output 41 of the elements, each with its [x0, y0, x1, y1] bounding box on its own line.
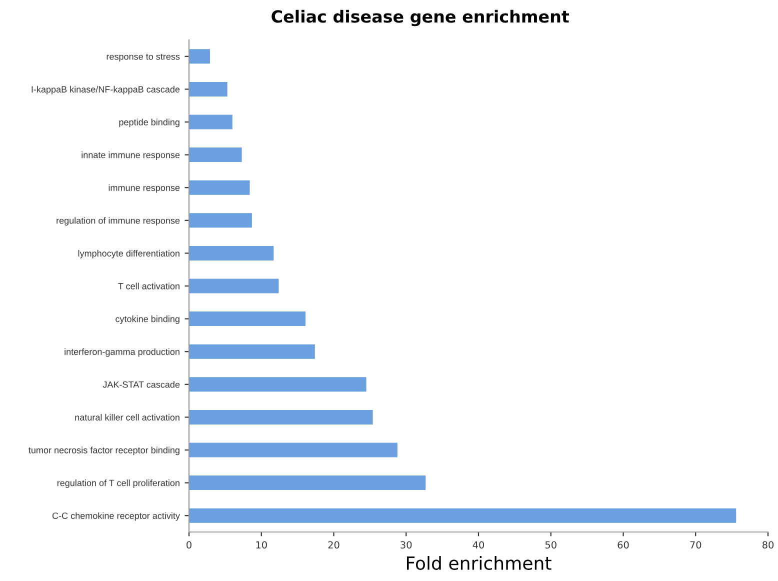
x-tick-label: 20 [328, 541, 340, 549]
bar [189, 377, 366, 392]
y-tick-label: innate immune response [82, 152, 180, 160]
bar [189, 278, 279, 294]
bar [189, 49, 210, 64]
bar [189, 148, 242, 162]
x-tick-label: 60 [618, 541, 629, 549]
y-tick-label: regulation of T cell proliferation [57, 480, 180, 488]
bar [189, 344, 315, 359]
y-tick-label: cytokine binding [116, 316, 180, 324]
bar [189, 246, 274, 260]
bar [189, 508, 736, 523]
x-tick-label: 70 [690, 541, 702, 549]
y-tick-label: JAK-STAT cascade [102, 381, 180, 388]
y-tick-label: peptide binding [119, 118, 180, 128]
y-tick-label: regulation of immune response [56, 217, 180, 226]
x-tick-label: 40 [472, 541, 484, 549]
y-tick-label: lymphocyte differentiation [78, 250, 180, 258]
x-tick-label: 80 [762, 541, 774, 549]
bar [189, 82, 228, 96]
y-tick-label: I-kappaB kinase/NF-kappaB cascade [32, 86, 180, 94]
bar [189, 312, 306, 326]
y-tick-label: response to stress [106, 54, 180, 62]
bar [189, 476, 426, 490]
bar [189, 213, 252, 228]
bar [189, 442, 398, 458]
chart-title: Celiac disease gene enrichment [272, 10, 570, 26]
x-tick-label: 10 [256, 541, 267, 549]
y-tick-label: interferon-gamma production [64, 348, 180, 357]
y-tick-label: T cell activation [118, 282, 180, 290]
x-tick-label: 50 [545, 541, 556, 549]
y-tick-label: tumor necrosis factor receptor binding [28, 446, 180, 456]
bar [189, 410, 373, 424]
y-tick-label: immune response [108, 184, 180, 193]
y-tick-label: C-C chemokine receptor activity [52, 512, 180, 521]
bar [189, 114, 232, 130]
x-tick-label: 0 [186, 541, 192, 549]
x-axis-title: Fold enrichment [406, 556, 552, 570]
x-tick-label: 30 [400, 541, 412, 549]
bar [189, 180, 250, 195]
y-tick-label: natural killer cell activation [75, 414, 180, 421]
